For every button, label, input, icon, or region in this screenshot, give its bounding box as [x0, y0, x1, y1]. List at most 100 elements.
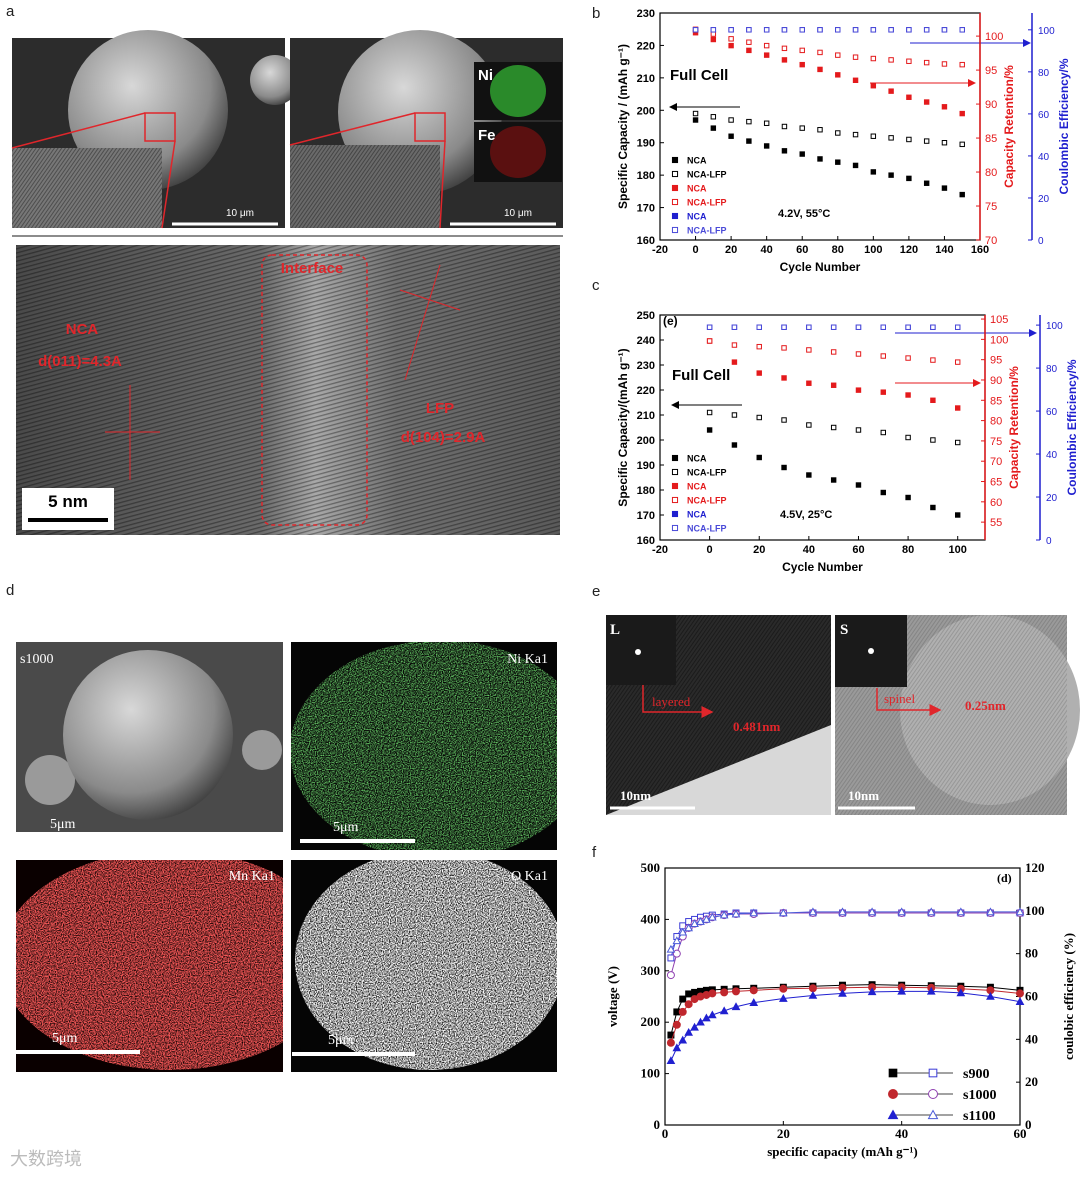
- hrtem-image: L layered 0.481nm 10nm: [606, 615, 831, 815]
- y2-tick-label: 80: [985, 167, 997, 179]
- y-tick-label: 200: [637, 105, 655, 117]
- pointer: [876, 688, 942, 716]
- panel-label: b: [592, 5, 600, 22]
- data-point: [706, 324, 713, 330]
- x-tick-label: 120: [900, 244, 918, 256]
- legend-label: NCA: [687, 212, 707, 222]
- phase-label: spinel: [884, 691, 915, 706]
- data-point: [710, 27, 717, 33]
- data-point: [666, 1038, 675, 1047]
- y2-tick-label: 100: [985, 31, 1003, 43]
- legend-label: NCA: [687, 510, 707, 520]
- data-point: [719, 910, 729, 919]
- y3-tick-label: 20: [1046, 493, 1058, 504]
- y2-tick-label: 55: [990, 517, 1002, 529]
- data-point: [756, 324, 762, 330]
- data-point: [781, 57, 788, 63]
- legend-label: s900: [963, 1067, 989, 1082]
- fft-inset: [606, 615, 676, 685]
- data-point: [672, 949, 681, 958]
- x-axis-title: specific capacity (mAh g⁻¹): [767, 1144, 917, 1159]
- data-point: [781, 464, 787, 471]
- data-point: [666, 944, 676, 953]
- data-point: [728, 133, 734, 139]
- panel-label: f: [592, 844, 597, 861]
- series-line: [670, 912, 1020, 959]
- data-point: [870, 133, 877, 139]
- legend-label: NCA-LFP: [687, 198, 727, 208]
- y-tick-label: 500: [641, 860, 661, 875]
- y-tick-label: 250: [637, 310, 655, 322]
- data-point: [880, 429, 886, 436]
- phase-label: LFP: [426, 400, 454, 417]
- data-point: [923, 27, 930, 33]
- data-point: [817, 127, 823, 133]
- data-point: [870, 83, 877, 89]
- zoom-line: [11, 112, 146, 149]
- x-tick-label: 60: [852, 544, 864, 556]
- data-point: [817, 156, 823, 162]
- data-point: [880, 353, 886, 359]
- data-point: [731, 412, 738, 418]
- data-point: [728, 36, 734, 42]
- sem-image: s1000 5μm: [16, 642, 283, 840]
- data-point: [906, 175, 912, 182]
- data-point: [870, 27, 877, 33]
- lattice: [16, 245, 560, 535]
- data-point: [746, 27, 752, 33]
- data-point: [1015, 907, 1025, 916]
- legend-label: NCA-LFP: [687, 524, 727, 534]
- scale-label: 10nm: [848, 788, 879, 803]
- data-point: [852, 131, 859, 138]
- x-tick-label: 60: [1014, 1126, 1027, 1141]
- data-point: [672, 1043, 682, 1052]
- y-tick-label: 180: [637, 170, 655, 182]
- fe-map: [490, 126, 546, 178]
- zoom-texture: [290, 145, 440, 228]
- phase-label: NCA: [66, 321, 99, 338]
- condition: 4.5V, 25°C: [780, 509, 832, 521]
- y-tick-label: 160: [637, 535, 655, 547]
- data-point: [710, 125, 717, 131]
- data-point: [852, 162, 859, 169]
- legend-marker: [927, 1109, 939, 1120]
- data-point: [720, 988, 729, 997]
- data-point: [781, 324, 787, 330]
- data-point: [781, 375, 787, 381]
- data-point: [906, 27, 912, 33]
- zoom-line: [439, 140, 446, 229]
- legend-marker: [671, 198, 679, 206]
- data-point: [817, 49, 823, 56]
- y2-tick-label: 80: [1025, 946, 1038, 961]
- data-point: [1015, 997, 1025, 1005]
- data-point: [930, 324, 936, 330]
- legend-marker: [928, 1068, 938, 1078]
- eds-map: Mn Ka1 5μm: [16, 860, 283, 1072]
- y2-tick-label: 120: [1025, 860, 1045, 875]
- y2-axis-title: Capacity Retention/%: [1002, 65, 1016, 188]
- x-tick-label: 40: [761, 244, 773, 256]
- y2-tick-label: 100: [1025, 903, 1045, 918]
- data-point: [763, 52, 770, 58]
- scale-label: 10 μm: [226, 208, 254, 219]
- data-point: [702, 914, 711, 923]
- x-tick-label: 40: [895, 1126, 908, 1141]
- data-point: [684, 1000, 693, 1009]
- data-point: [806, 472, 812, 478]
- data-point: [692, 27, 699, 33]
- x-tick-label: 40: [803, 544, 815, 556]
- panel-label: d: [6, 582, 14, 599]
- data-point: [941, 27, 948, 33]
- particle: [242, 730, 282, 770]
- data-point: [954, 439, 961, 446]
- data-point: [855, 387, 862, 393]
- data-point: [905, 324, 911, 330]
- legend-label: NCA-LFP: [687, 468, 727, 478]
- legend-marker: [671, 156, 679, 164]
- x-axis-title: Cycle Number: [782, 560, 863, 574]
- y-tick-label: 0: [654, 1117, 661, 1132]
- data-point: [781, 45, 788, 52]
- x-tick-label: 20: [753, 544, 765, 556]
- data-point: [926, 907, 936, 916]
- x-tick-label: 20: [725, 244, 737, 256]
